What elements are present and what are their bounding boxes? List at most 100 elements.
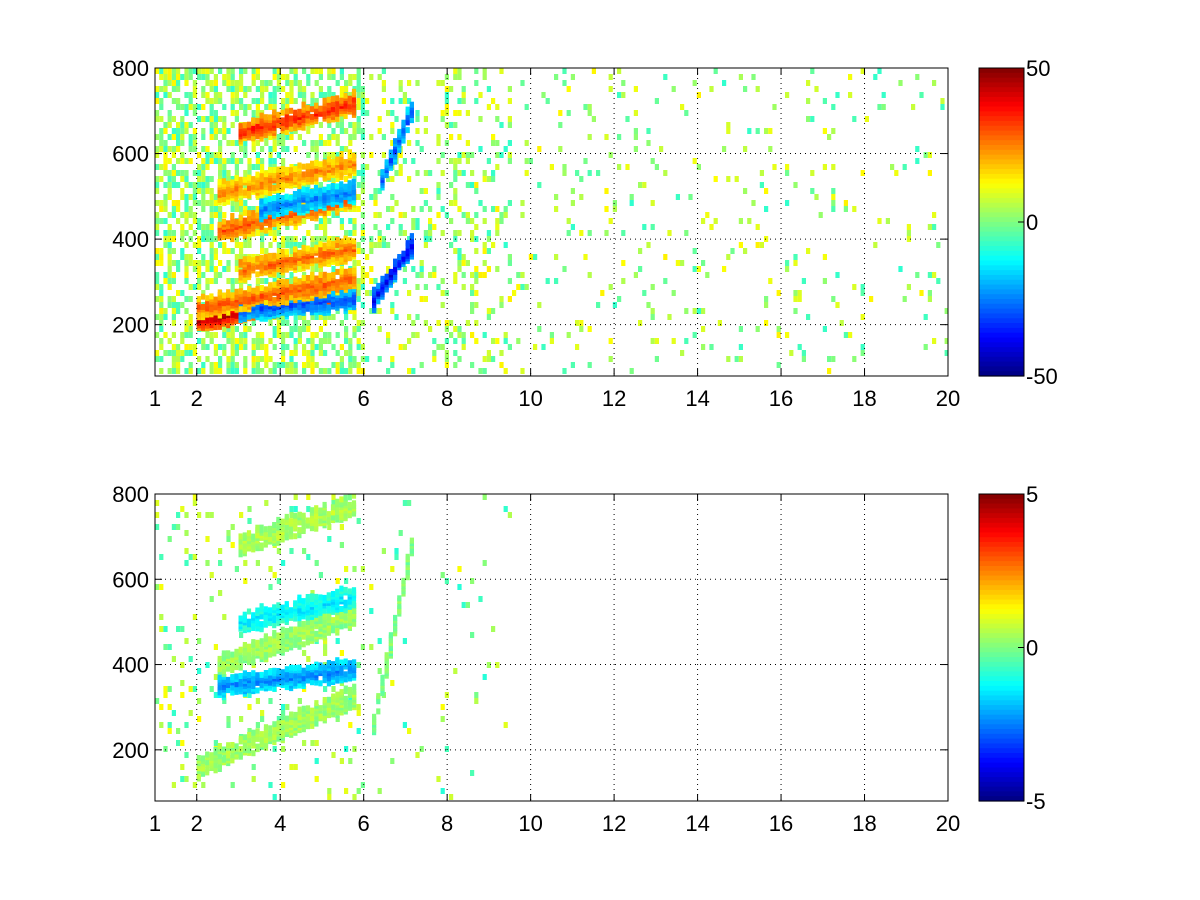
heatmap-cell (835, 302, 840, 308)
heatmap-cell (785, 260, 790, 266)
heatmap-cell (184, 110, 189, 116)
heatmap-cell (180, 212, 185, 218)
heatmap-cell (339, 68, 344, 74)
heatmap-cell (318, 314, 323, 320)
heatmap-cell (285, 704, 290, 710)
heatmap-cell (255, 117, 260, 124)
heatmap-cell (377, 170, 382, 176)
heatmap-cell (218, 368, 223, 374)
heatmap-cell (351, 286, 357, 293)
heatmap-cell (650, 284, 655, 290)
heatmap-cell (701, 344, 706, 350)
heatmap-cell (289, 242, 294, 248)
heatmap-cell (330, 241, 336, 247)
heatmap-cell (335, 105, 340, 112)
heatmap-cell (453, 110, 458, 116)
heatmap-cell (583, 158, 588, 164)
heatmap-cell (184, 170, 189, 176)
heatmap-cell (218, 206, 223, 212)
heatmap-cell (176, 728, 181, 734)
heatmap-cell (242, 741, 248, 748)
heatmap-cell (242, 670, 247, 677)
heatmap-cell (171, 782, 176, 788)
heatmap-cell (188, 686, 193, 692)
heatmap-cell (213, 152, 218, 158)
heatmap-cell (461, 254, 466, 260)
heatmap-cell (351, 184, 356, 190)
heatmap-cell (301, 186, 306, 193)
heatmap-cell (260, 146, 265, 152)
heatmap-cell (192, 266, 197, 272)
heatmap-cell (898, 80, 903, 86)
heatmap-cell (386, 338, 391, 344)
heatmap-cell (205, 164, 210, 170)
heatmap-cell (281, 560, 286, 566)
heatmap-cell (201, 368, 206, 374)
x-tick-label: 12 (602, 386, 626, 411)
heatmap-cell (180, 350, 185, 356)
heatmap-cell (272, 252, 277, 259)
heatmap-cell (360, 86, 365, 92)
heatmap-cell (201, 104, 206, 110)
heatmap-cell (226, 326, 231, 332)
heatmap-cell (222, 134, 227, 140)
colorbar-step (979, 294, 1024, 300)
heatmap-cell (281, 746, 286, 752)
heatmap-cell (449, 320, 454, 326)
heatmap-cell (327, 68, 332, 74)
heatmap-cell (230, 284, 235, 290)
heatmap-cell (230, 332, 235, 338)
heatmap-cell (407, 728, 412, 734)
heatmap-cell (159, 218, 164, 224)
heatmap-cell (238, 274, 243, 281)
heatmap-cell (280, 299, 285, 306)
heatmap-cell (201, 116, 206, 122)
heatmap-cell (205, 200, 210, 206)
heatmap-cell (377, 230, 382, 236)
heatmap-cell (159, 260, 164, 266)
heatmap-cell (376, 298, 381, 305)
heatmap-cell (318, 705, 323, 712)
heatmap-cell (419, 206, 424, 212)
heatmap-cell (184, 548, 189, 554)
colorbar-step (979, 236, 1024, 242)
heatmap-cell (301, 705, 306, 712)
heatmap-cell (587, 272, 592, 278)
heatmap-cell (617, 164, 622, 170)
heatmap-cell (205, 759, 210, 766)
heatmap-cell (209, 332, 214, 338)
heatmap-cell (843, 200, 848, 206)
heatmap-cell (415, 170, 420, 176)
heatmap-cell (339, 344, 344, 350)
heatmap-cell (486, 104, 491, 110)
heatmap-cell (260, 236, 265, 242)
heatmap-cell (331, 128, 336, 134)
heatmap-cell (608, 338, 613, 344)
heatmap-cell (415, 80, 420, 86)
heatmap-cell (176, 344, 181, 350)
heatmap-cell (176, 362, 181, 368)
heatmap-cell (503, 206, 508, 212)
heatmap-cell (322, 97, 327, 104)
heatmap-cell (398, 170, 403, 176)
colorbar-step (979, 92, 1024, 98)
heatmap-cell (218, 164, 223, 170)
heatmap-cell (201, 260, 206, 266)
heatmap-cell (843, 206, 848, 212)
heatmap-cell (495, 662, 500, 668)
heatmap-cell (495, 104, 500, 110)
heatmap-cell (944, 308, 948, 314)
heatmap-cell (171, 182, 176, 188)
heatmap-cell (310, 98, 315, 104)
heatmap-cell (251, 670, 256, 677)
heatmap-cell (159, 290, 164, 296)
heatmap-cell (234, 686, 239, 693)
heatmap-cell (482, 74, 487, 80)
heatmap-cell (221, 668, 226, 675)
heatmap-cell (310, 214, 315, 221)
heatmap-cell (247, 210, 252, 217)
heatmap-cell (927, 272, 932, 278)
heatmap-cell (197, 68, 202, 74)
heatmap-cell (436, 134, 441, 140)
heatmap-cell (352, 659, 357, 666)
